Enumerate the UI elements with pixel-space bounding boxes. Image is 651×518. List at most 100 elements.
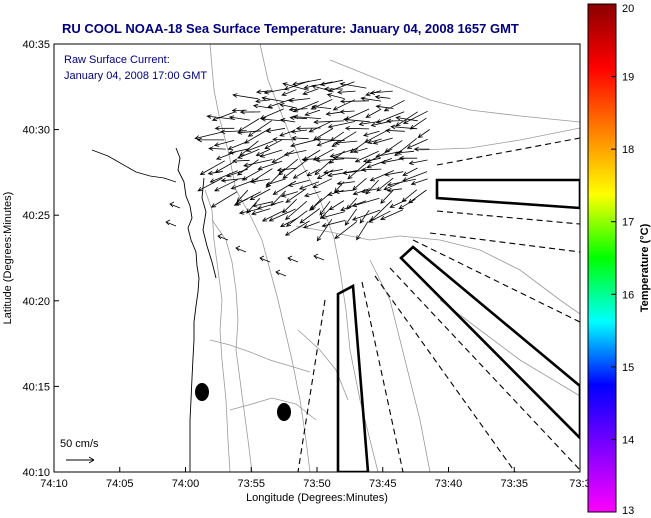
current-vector — [165, 219, 177, 227]
current-vector — [402, 171, 428, 182]
colorbar-tick-label: 13 — [622, 505, 634, 517]
current-vector — [285, 210, 308, 227]
current-vector — [366, 158, 393, 169]
current-vector — [288, 98, 311, 103]
colorbar-tick-label: 18 — [622, 144, 634, 156]
x-axis-ticks: 74:10 74:05 74:00 73:55 73:50 73:45 73:40 73:35… — [40, 467, 591, 490]
current-vector — [298, 181, 320, 190]
buoy-marker — [195, 383, 209, 401]
disposal-area-box — [399, 245, 580, 440]
depth-contour — [229, 397, 317, 421]
current-vector — [334, 189, 355, 195]
current-vector — [313, 119, 344, 125]
y-tick-label: 40:25 — [22, 210, 50, 222]
current-vector — [255, 148, 271, 156]
colorbar-ticks: 20 19 18 17 16 15 14 13 — [611, 3, 634, 517]
current-vector — [396, 150, 415, 155]
current-vector — [406, 138, 428, 149]
current-vector — [417, 129, 430, 139]
current-vector — [232, 93, 259, 100]
map-layer — [91, 44, 580, 472]
scale-arrow — [66, 456, 95, 464]
current-vector — [322, 169, 343, 175]
current-vector — [264, 139, 283, 150]
shoreline-inner — [201, 177, 217, 279]
current-vector — [287, 255, 299, 263]
current-vector — [169, 201, 181, 209]
current-vector — [334, 221, 358, 239]
current-vector — [199, 160, 225, 175]
current-vector — [344, 126, 370, 131]
x-tick-label: 73:3 — [569, 478, 590, 490]
current-vector — [232, 158, 250, 164]
current-vector — [328, 81, 355, 93]
current-vector — [210, 191, 238, 208]
current-vector — [376, 177, 394, 192]
current-vector — [326, 93, 345, 99]
depth-contour — [295, 225, 580, 315]
current-vector — [281, 89, 297, 96]
current-vector — [265, 178, 286, 186]
current-vector — [275, 269, 287, 277]
current-vector — [292, 78, 322, 87]
current-vector — [279, 217, 298, 228]
current-vector — [283, 150, 307, 157]
current-vector — [282, 82, 309, 91]
current-vector — [299, 208, 320, 224]
current-vector — [336, 181, 355, 186]
x-tick-label: 74:10 — [40, 478, 68, 490]
current-vector — [284, 220, 310, 236]
current-vector — [217, 233, 229, 241]
current-vector — [271, 149, 295, 163]
current-vector — [213, 140, 235, 147]
current-vector — [270, 190, 286, 207]
current-vector — [255, 98, 271, 104]
current-vector — [292, 169, 308, 179]
current-vector — [238, 208, 260, 215]
current-vector — [329, 147, 359, 158]
current-vector — [385, 128, 405, 133]
y-tick-label: 40:30 — [22, 125, 50, 137]
colorbar-tick-label: 14 — [622, 434, 634, 446]
current-vector — [237, 148, 260, 159]
current-vector — [383, 99, 405, 112]
current-vector — [386, 178, 417, 187]
x-tick-label: 74:05 — [106, 478, 134, 490]
depth-contour — [419, 127, 580, 151]
x-tick-label: 73:35 — [500, 478, 528, 490]
y-tick-label: 40:20 — [22, 296, 50, 308]
current-vector — [302, 88, 319, 96]
current-vector — [398, 198, 416, 210]
current-vector — [344, 208, 358, 226]
current-vector — [304, 109, 321, 116]
current-vector — [250, 178, 271, 184]
depth-contour — [204, 189, 231, 472]
current-vector — [315, 157, 345, 163]
current-vector — [261, 96, 284, 102]
dashed-boundary — [436, 137, 580, 166]
current-vector — [303, 81, 333, 90]
annotation-line-2: January 04, 2008 17:00 GMT — [64, 70, 207, 82]
current-vector — [402, 110, 428, 124]
current-vector — [323, 86, 343, 92]
current-vector — [206, 114, 236, 120]
current-vector — [260, 117, 283, 122]
y-tick-label: 40:35 — [22, 39, 50, 51]
current-vector — [288, 107, 308, 112]
disposal-area-box — [435, 178, 580, 210]
depth-contour — [211, 219, 253, 472]
current-vector — [249, 188, 271, 201]
current-vector — [313, 253, 325, 261]
bay-outline — [91, 149, 177, 183]
current-vector — [370, 120, 394, 127]
depth-contour — [209, 339, 311, 373]
buoy-marker — [277, 403, 291, 421]
current-vector — [239, 109, 261, 115]
current-vector — [408, 159, 428, 166]
current-vector — [342, 117, 370, 123]
current-vector — [259, 149, 283, 158]
current-vector — [339, 82, 367, 89]
current-vector — [235, 191, 262, 205]
current-vector — [386, 187, 403, 193]
colorbar-label: Temperature (°C) — [639, 223, 651, 312]
